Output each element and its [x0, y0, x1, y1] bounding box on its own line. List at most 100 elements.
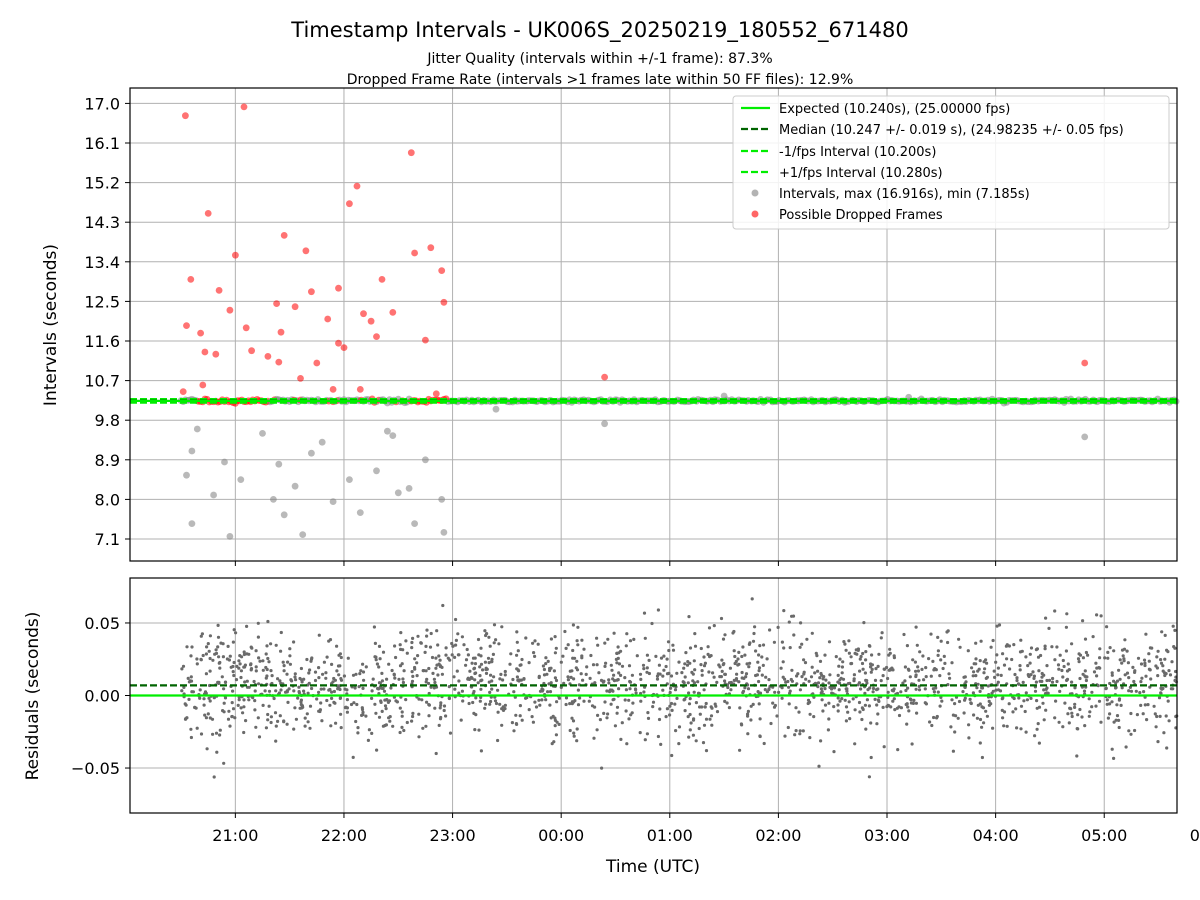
residual-point — [815, 654, 819, 658]
residual-point — [454, 643, 458, 647]
residual-point — [498, 702, 502, 706]
residual-point — [310, 686, 314, 691]
residual-point — [1084, 678, 1088, 683]
residual-point — [623, 698, 627, 702]
residual-point — [656, 734, 661, 739]
residual-point — [479, 687, 483, 691]
residual-point — [427, 666, 431, 671]
residual-point — [876, 712, 880, 716]
residual-point — [488, 690, 492, 695]
residual-point — [576, 688, 581, 692]
residual-point — [983, 667, 987, 671]
residual-point — [859, 687, 863, 691]
residual-point — [388, 715, 392, 719]
residual-point — [624, 644, 628, 648]
residual-point — [1058, 689, 1062, 694]
residual-point — [1007, 702, 1011, 706]
residual-point — [242, 730, 246, 735]
residual-point — [693, 644, 698, 648]
residual-point — [870, 667, 874, 672]
residual-point — [308, 726, 312, 730]
residual-point — [330, 662, 334, 667]
residual-point — [447, 696, 451, 700]
residual-point — [208, 656, 212, 661]
residual-point — [916, 669, 921, 673]
residual-point — [707, 670, 711, 674]
residual-point — [813, 671, 817, 675]
residual-point — [961, 690, 965, 694]
residual-point — [689, 721, 693, 725]
residual-point — [569, 675, 573, 680]
residual-point — [838, 699, 842, 703]
residual-point — [1054, 699, 1058, 703]
residual-point — [272, 696, 276, 701]
residual-point — [611, 689, 615, 693]
residual-point — [806, 698, 811, 702]
residual-point — [264, 726, 268, 730]
residual-point — [627, 698, 631, 702]
residual-point — [790, 668, 794, 672]
residual-point — [391, 724, 395, 728]
reference-lines — [130, 397, 1177, 404]
residual-point — [239, 669, 243, 673]
residual-point — [720, 669, 724, 674]
residual-point — [711, 671, 715, 675]
residual-point — [1106, 716, 1110, 720]
residual-point — [1167, 669, 1171, 673]
residual-point — [202, 703, 206, 707]
residual-point — [441, 603, 445, 608]
residual-point — [190, 690, 194, 694]
residual-point — [1171, 687, 1175, 691]
residual-point — [593, 681, 597, 685]
residual-point — [647, 671, 652, 676]
residual-point — [991, 638, 995, 643]
residual-point — [427, 703, 431, 707]
residual-point — [841, 677, 846, 681]
residual-point — [562, 681, 566, 686]
residual-point — [293, 706, 297, 710]
residual-point — [967, 736, 971, 740]
residual-point — [1061, 658, 1065, 663]
dropped-frame-point — [407, 149, 415, 157]
residual-point — [570, 716, 574, 720]
residual-point — [342, 674, 346, 678]
x-tick-label: 05:00 — [1081, 826, 1127, 845]
residual-point — [385, 677, 389, 681]
dropped-frame-point — [360, 310, 367, 318]
residual-point — [1165, 746, 1169, 750]
residual-point — [974, 641, 978, 645]
interval-point — [291, 482, 299, 490]
residual-point — [411, 636, 415, 641]
intervals-x-ticks — [234, 561, 1105, 566]
residual-point — [985, 661, 989, 665]
residual-point — [708, 717, 712, 721]
intervals-y-ticks: 17.016.115.214.313.412.511.610.79.88.98.… — [84, 94, 130, 549]
residual-point — [1024, 655, 1028, 659]
residual-point — [256, 635, 260, 639]
residual-point — [234, 678, 239, 682]
residual-point — [613, 724, 618, 728]
residual-point — [682, 666, 686, 670]
residual-point — [844, 705, 849, 709]
residual-point — [630, 711, 634, 715]
residual-point — [568, 669, 572, 673]
x-tick-label: 02:00 — [755, 826, 801, 845]
residual-point — [701, 741, 706, 745]
residual-point — [688, 661, 692, 665]
residual-point — [1053, 658, 1057, 662]
dropped-frame-point — [232, 251, 239, 259]
residual-point — [554, 646, 558, 650]
residual-point — [741, 689, 746, 693]
residual-point — [854, 648, 858, 652]
residual-point — [1015, 678, 1019, 683]
residual-point — [1143, 703, 1147, 707]
residual-point — [747, 665, 751, 669]
residual-point — [915, 711, 919, 715]
residual-point — [1157, 696, 1162, 700]
residual-point — [881, 705, 885, 710]
residual-point — [1110, 673, 1114, 677]
residual-point — [914, 669, 918, 673]
residual-point — [934, 686, 938, 690]
residual-point — [858, 710, 862, 714]
residual-point — [415, 674, 419, 678]
